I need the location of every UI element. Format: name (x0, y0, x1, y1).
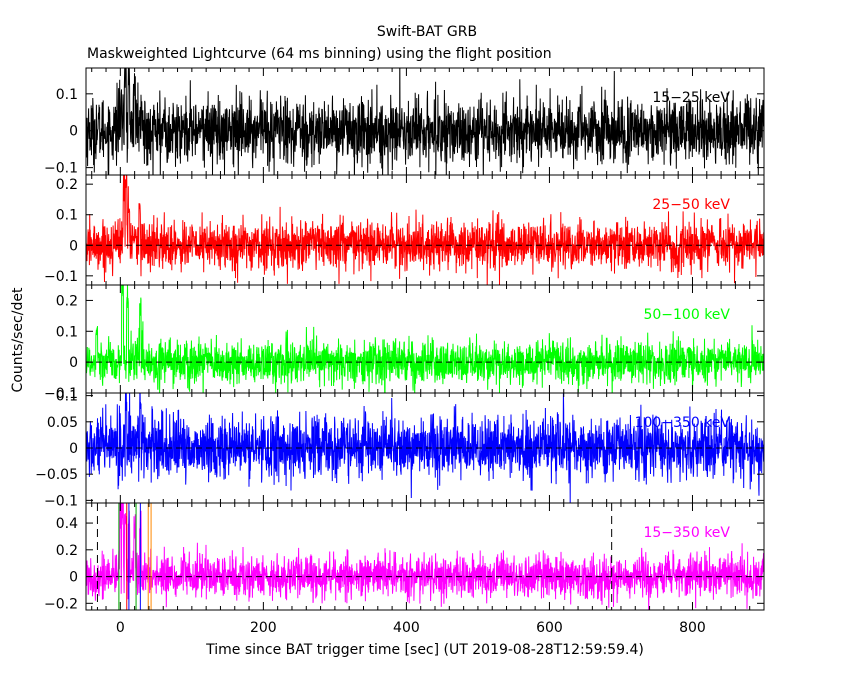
y-tick-label: −0.05 (35, 467, 78, 483)
x-axis-label: Time since BAT trigger time [sec] (UT 20… (205, 642, 644, 658)
y-tick-label: 0 (69, 570, 78, 586)
x-tick-label: 400 (393, 620, 420, 636)
y-tick-label: −0.1 (44, 386, 78, 402)
y-tick-label: 0 (69, 124, 78, 140)
y-tick-label: 0.4 (56, 516, 78, 532)
y-tick-label: 0.2 (56, 177, 78, 193)
panel-2: −0.1 0 0.1 0.2 25−50 keV (44, 174, 765, 286)
x-tick-label: 600 (536, 620, 563, 636)
series-15-25-kev (86, 68, 764, 175)
series-100-350-kev (86, 393, 764, 503)
y-tick-label: −0.1 (44, 161, 78, 177)
y-tick-label: 0 (69, 441, 78, 457)
y-tick-label: 0.1 (56, 389, 78, 405)
y-tick-label: 0.1 (56, 208, 78, 224)
panel-5: −0.2 0 0.2 0.4 15−350 keV (44, 502, 765, 612)
series-50-100-kev (86, 285, 764, 393)
x-tick-label: 200 (250, 620, 277, 636)
x-tick-label: 800 (679, 620, 706, 636)
panel-1: −0.1 0 0.1 15−25 keV (44, 67, 765, 177)
y-tick-label: −0.1 (44, 493, 78, 509)
panel-4: −0.1 −0.05 0 0.05 0.1 100−350 keV (35, 389, 765, 509)
y-tick-label: 0 (69, 355, 78, 371)
y-tick-label: 0 (69, 238, 78, 254)
y-tick-label: −0.1 (44, 269, 78, 285)
x-tick-label: 0 (116, 620, 125, 636)
band-label: 25−50 keV (652, 197, 730, 213)
series-15-350-kev (86, 503, 764, 610)
y-axis-label: Counts/sec/det (10, 287, 26, 392)
series-25-50-kev (86, 175, 764, 285)
y-tick-label: 0.05 (47, 415, 78, 431)
band-label: 15−25 keV (652, 90, 730, 106)
y-tick-label: 0.1 (56, 324, 78, 340)
chart-subtitle: Maskweighted Lightcurve (64 ms binning) … (87, 46, 552, 62)
band-label: 100−350 keV (635, 415, 731, 431)
band-label: 50−100 keV (643, 307, 730, 323)
panel-3: −0.1 0 0.1 0.2 50−100 keV (44, 284, 765, 402)
panel-frame (85, 502, 765, 611)
band-label: 15−350 keV (643, 525, 730, 541)
y-tick-label: 0.2 (56, 543, 78, 559)
chart-title: Swift-BAT GRB (377, 24, 477, 40)
y-tick-label: 0.1 (56, 87, 78, 103)
panels-group: −0.100.1 15−25 keV−0.100.10.225−50 keV−0.… (35, 67, 765, 636)
y-tick-label: −0.2 (44, 596, 78, 612)
y-tick-label: 0.2 (56, 293, 78, 309)
